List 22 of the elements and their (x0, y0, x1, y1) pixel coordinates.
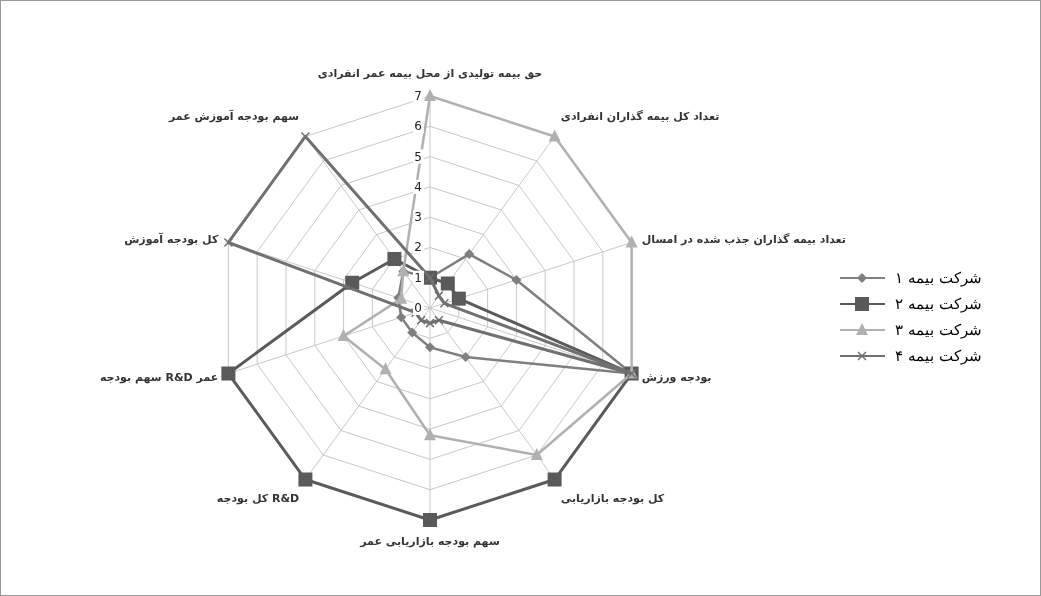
spoke-label: کل بودجه بازاریابی (560, 492, 665, 506)
y-tick-label: 3 (413, 210, 424, 225)
spoke-label: بودجه ورزش (641, 370, 712, 384)
legend-label: شرکت بیمه ۳ (895, 321, 982, 339)
spoke-label: کل بودجه R&D (216, 492, 300, 506)
spoke-label: سهم بودجه بازاریابی عمر (359, 534, 500, 548)
spoke-label: کل بودجه آموزش (124, 232, 219, 247)
spoke-label: تعداد بیمه گذاران جذب شده در امسال (641, 233, 846, 247)
y-tick-label: 6 (413, 119, 424, 134)
y-tick-label: 7 (413, 89, 424, 103)
spoke-label: حق بیمه تولیدی از محل بیمه عمر انفرادی (317, 67, 543, 81)
y-tick-label: 1 (413, 270, 424, 285)
legend-label: شرکت بیمه ۱ (895, 269, 982, 287)
y-tick-label: 5 (413, 149, 424, 164)
legend-label: شرکت بیمه ۴ (895, 347, 982, 365)
y-tick-label: 0 (413, 301, 424, 315)
spoke-label: تعداد کل بیمه گذاران انفرادی (560, 109, 720, 123)
y-tick-label: 2 (413, 240, 424, 255)
legend-label: شرکت بیمه ۲ (895, 295, 982, 313)
spoke-label: سهم بودجه R&D عمر (99, 370, 219, 384)
spoke-label: سهم بودجه آموزش عمر (167, 108, 300, 123)
y-tick-label: 4 (413, 179, 424, 194)
